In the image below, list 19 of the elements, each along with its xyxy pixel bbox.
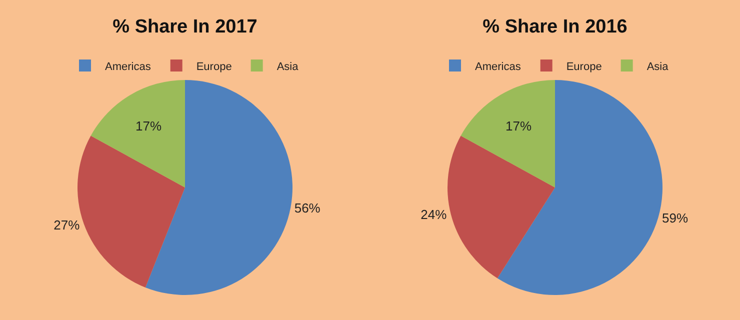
- legend-label: Asia: [276, 60, 300, 73]
- data-label: 59%: [662, 210, 688, 226]
- pie-slice: [90, 80, 185, 188]
- data-label: 24%: [420, 207, 448, 222]
- legend-label: Europe: [196, 60, 232, 73]
- data-label: 27%: [54, 217, 80, 232]
- data-label: 56%: [294, 200, 321, 216]
- pie-slice: [448, 136, 555, 278]
- chart-title: % Share In 2016: [482, 16, 628, 38]
- legend-label: Europe: [566, 60, 602, 73]
- legend-label: Americas: [105, 60, 152, 73]
- legend-label: Asia: [646, 60, 670, 73]
- legend-label: Americas: [475, 60, 522, 73]
- data-label: 17%: [506, 118, 532, 134]
- pie-slice: [78, 136, 185, 288]
- pie-slice: [497, 80, 662, 295]
- pie-slice: [460, 80, 555, 188]
- data-label: 17%: [136, 118, 162, 134]
- chart-title: % Share In 2017: [112, 16, 258, 38]
